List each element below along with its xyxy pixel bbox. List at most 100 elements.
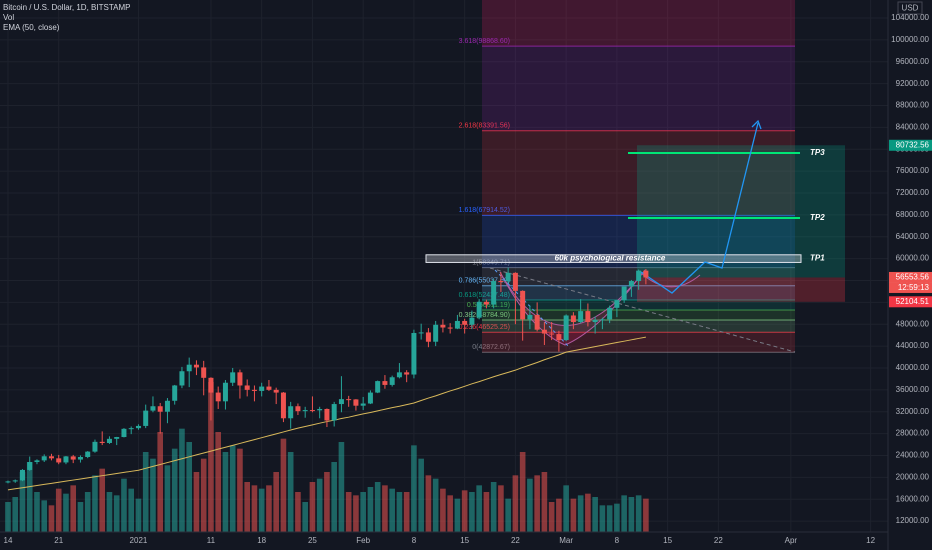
volume-bar <box>135 498 142 532</box>
candle-body <box>541 329 547 334</box>
volume-bar <box>84 492 91 532</box>
countdown: 12:59:13 <box>898 283 930 292</box>
volume-bar <box>316 478 323 532</box>
candle-body <box>549 333 555 335</box>
candle-body <box>63 456 69 463</box>
volume-bar <box>157 432 164 532</box>
y-tick-label: 88000.00 <box>896 101 930 110</box>
candle-body <box>273 389 279 393</box>
candle-body <box>628 281 634 287</box>
candle-body <box>454 320 460 329</box>
candle-body <box>317 408 323 411</box>
volume-bar <box>5 502 11 532</box>
volume-bar <box>505 498 511 532</box>
candle-body <box>309 410 315 412</box>
candle-body <box>498 281 504 283</box>
volume-bar <box>432 478 439 532</box>
last-price: 56553.56 <box>896 273 930 282</box>
candle-body <box>41 456 47 461</box>
fib-zone <box>482 309 795 320</box>
candle-body <box>599 319 605 321</box>
volume-bar <box>411 445 417 532</box>
y-tick-label: 96000.00 <box>896 57 930 66</box>
volume-bar <box>374 482 381 532</box>
x-tick-label: 2021 <box>130 536 148 545</box>
volume-bar <box>382 485 388 532</box>
x-tick-label: Feb <box>356 536 370 545</box>
volume-bar <box>599 505 606 532</box>
candles <box>5 267 649 491</box>
candle-body <box>186 364 192 372</box>
volume-bar <box>171 448 178 532</box>
candle-body <box>418 332 424 334</box>
volume-bar <box>440 488 446 532</box>
volume-bar <box>251 485 258 532</box>
volume-bar <box>244 482 250 532</box>
fib-zone <box>482 285 795 300</box>
candle-body <box>614 300 620 308</box>
volume-bar <box>425 475 432 532</box>
fib-zone <box>482 319 795 333</box>
y-tick-label: 60000.00 <box>896 254 930 263</box>
candle-body <box>215 392 221 402</box>
candle-body <box>411 332 417 375</box>
volume-bar <box>55 488 62 532</box>
volume <box>5 382 649 532</box>
candle-body <box>570 315 576 323</box>
candle-body <box>222 382 228 402</box>
volume-bar <box>215 432 221 532</box>
candle-body <box>324 408 330 421</box>
candle-body <box>585 311 591 323</box>
volume-bar <box>295 492 301 532</box>
candle-body <box>230 372 236 383</box>
volume-bar <box>396 492 403 532</box>
volume-bar <box>606 505 613 532</box>
candle-body <box>425 332 431 342</box>
volume-bar <box>476 485 482 532</box>
currency: USD <box>902 4 919 13</box>
candle-body <box>288 406 294 419</box>
candle-body <box>367 392 373 404</box>
y-tick-label: 68000.00 <box>896 210 930 219</box>
volume-bar <box>345 492 352 532</box>
volume-bar <box>70 485 77 532</box>
last-price-bg <box>889 271 932 283</box>
x-tick-label: 21 <box>54 536 63 545</box>
volume-bar <box>237 448 243 532</box>
candle-body <box>208 377 214 393</box>
candle-body <box>563 315 569 341</box>
resistance-label: 60k psychological resistance <box>555 254 666 263</box>
volume-bar <box>92 475 98 532</box>
volume-bar <box>614 503 620 532</box>
y-tick-label: 72000.00 <box>896 188 930 197</box>
volume-bar <box>454 498 461 532</box>
volume-bar <box>541 472 548 532</box>
candle-body <box>607 307 613 320</box>
candle-body <box>172 385 178 401</box>
ema-legend: EMA (50, close) <box>3 23 60 32</box>
volume-bar <box>106 492 113 532</box>
volume-bar <box>585 493 591 532</box>
candle-body <box>353 399 359 406</box>
candle-body <box>469 317 475 325</box>
x-tick-label: Apr <box>785 536 798 545</box>
volume-bar <box>142 452 149 532</box>
candle-body <box>295 406 301 412</box>
y-tick-label: 64000.00 <box>896 232 930 241</box>
volume-bar <box>367 487 374 532</box>
candle-body <box>70 456 76 460</box>
y-tick-label: 104000.00 <box>891 13 929 22</box>
position <box>425 145 845 302</box>
stop-price: 52104.51 <box>896 297 930 306</box>
fib-zone <box>482 215 795 268</box>
volume-bar <box>229 445 236 532</box>
candle-body <box>512 272 518 291</box>
fib-zone <box>482 0 795 47</box>
candle-body <box>157 406 163 412</box>
candle-body <box>99 441 105 443</box>
volume-bar <box>113 495 120 532</box>
volume-bar <box>483 492 490 532</box>
candle-body <box>346 399 352 401</box>
stop-price-bg <box>889 296 932 308</box>
